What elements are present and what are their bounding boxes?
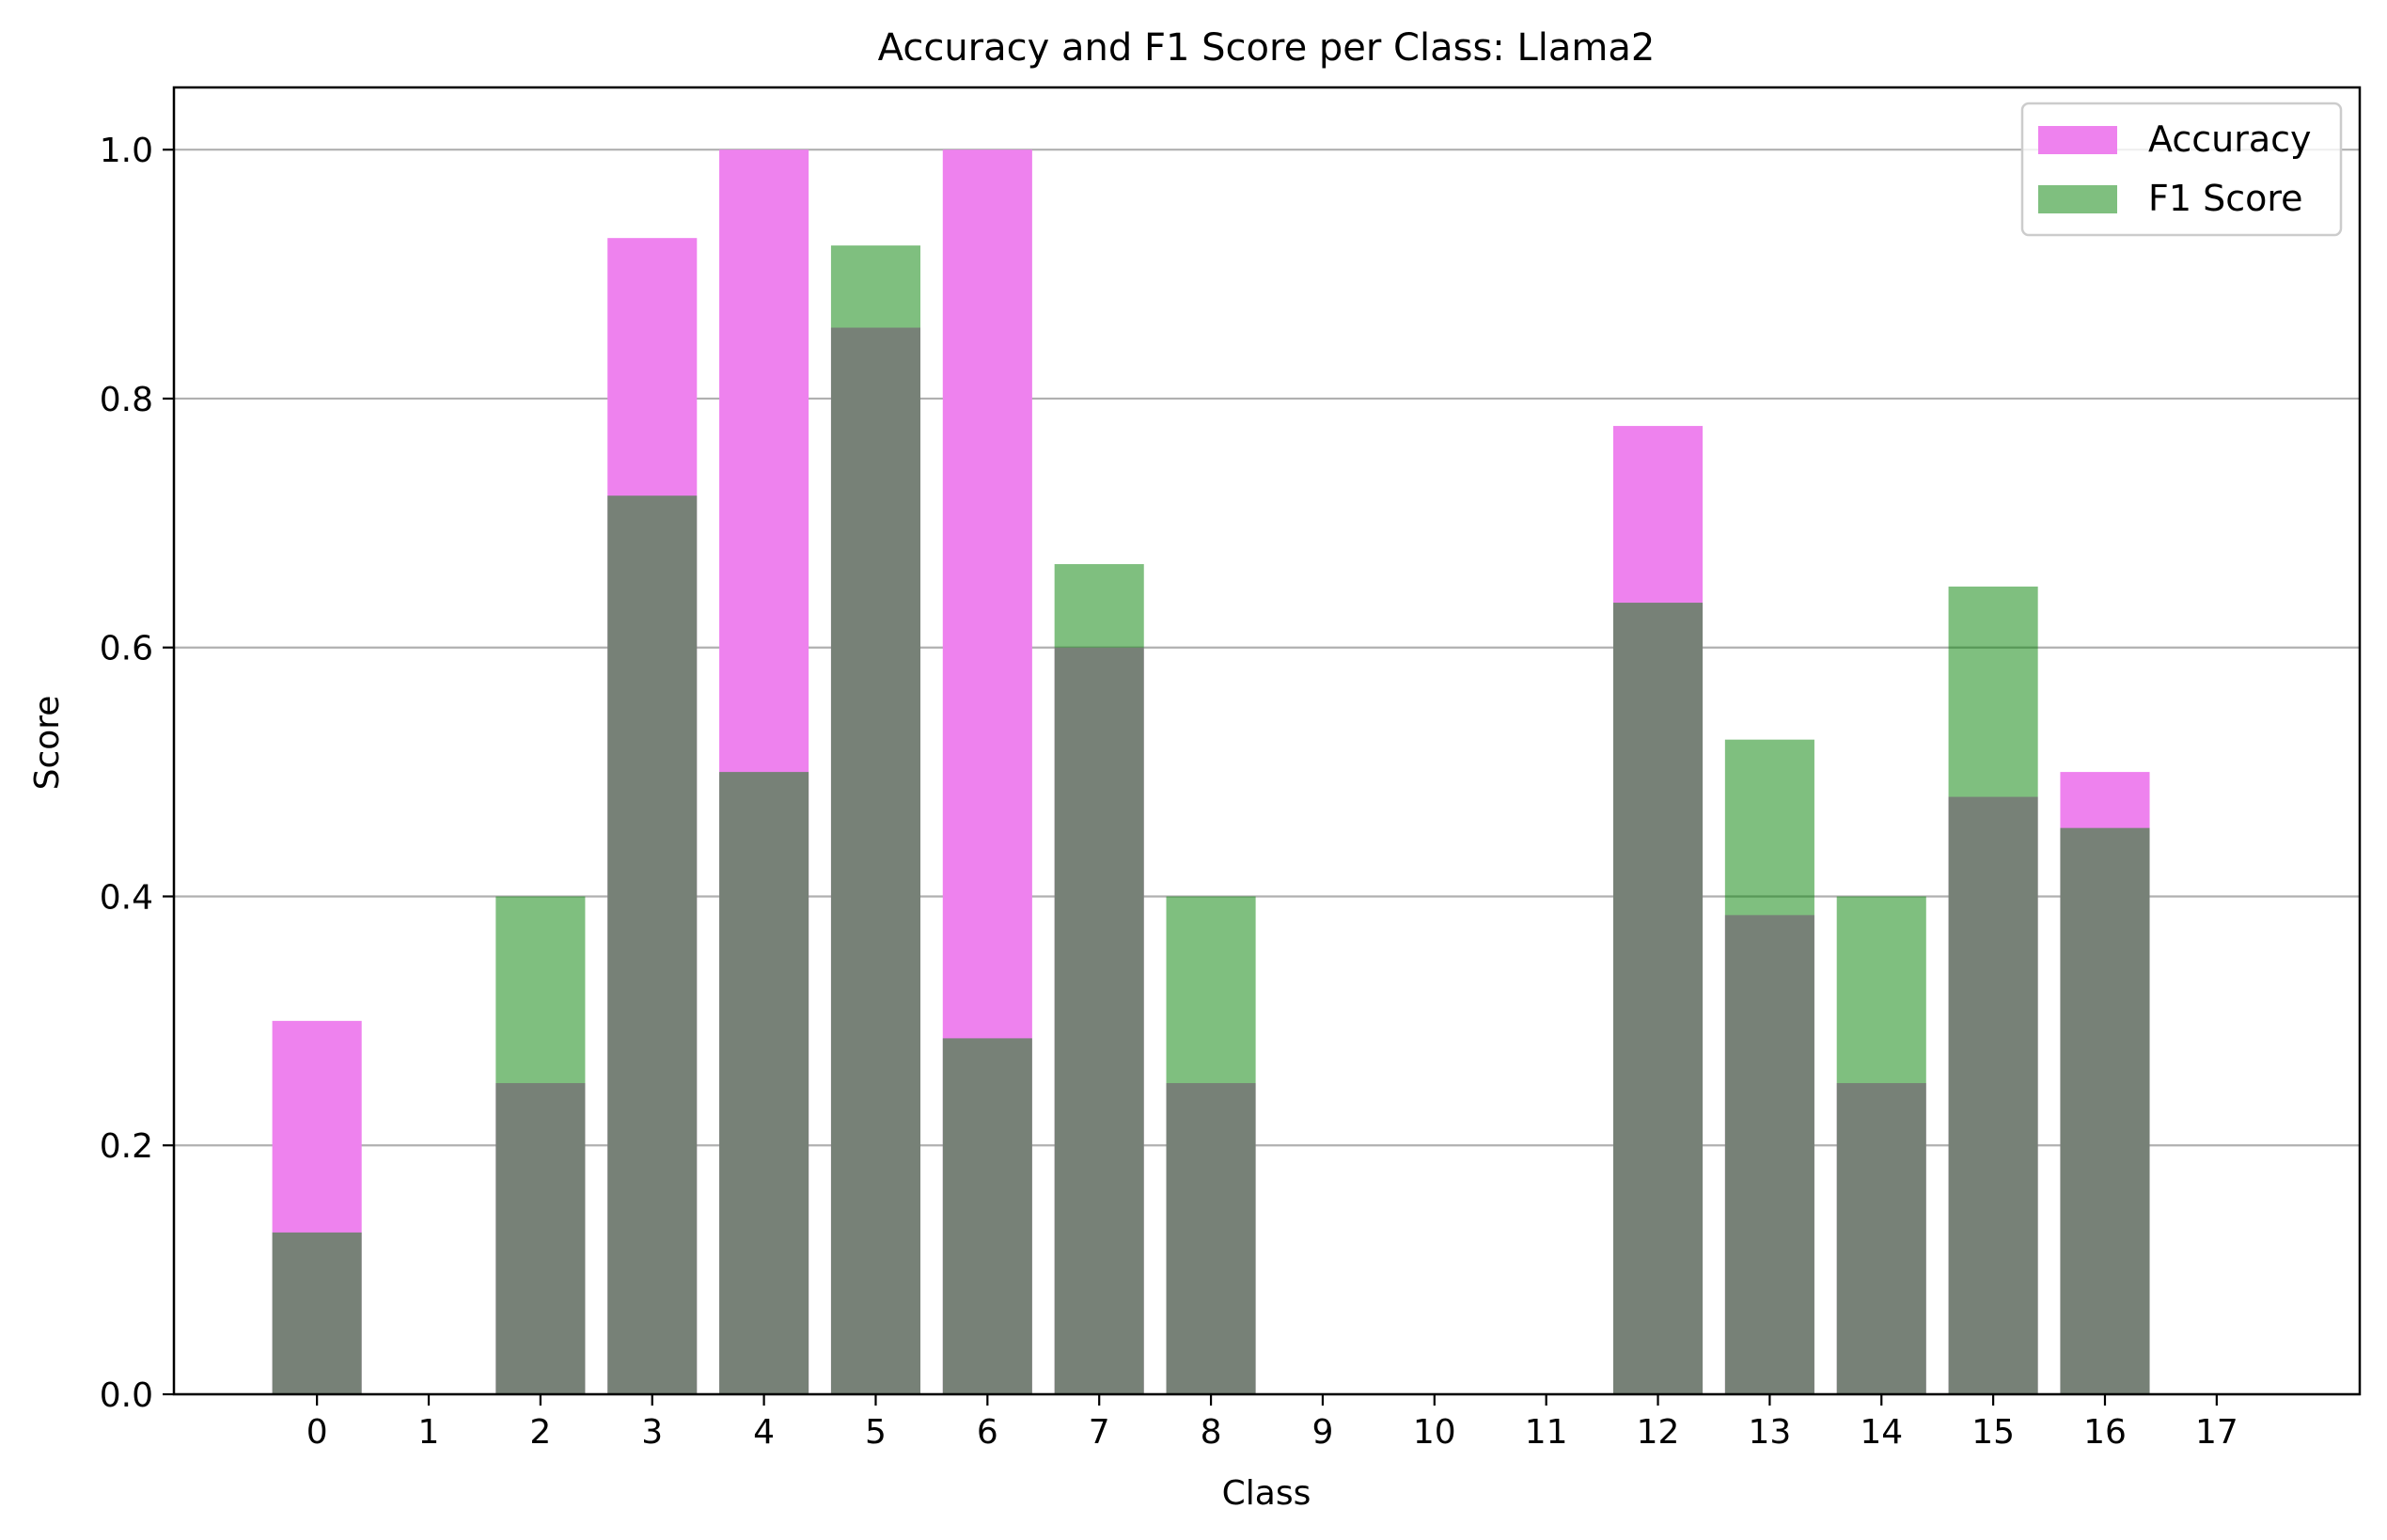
bar-f1-score-class-0	[272, 1232, 362, 1394]
x-tick-label: 4	[753, 1413, 775, 1452]
bar-f1-score-class-15	[1948, 586, 2038, 1394]
x-tick-label: 2	[529, 1413, 551, 1452]
x-tick-label: 11	[1525, 1413, 1568, 1452]
x-tick-label: 14	[1860, 1413, 1903, 1452]
legend: Accuracy F1 Score	[2020, 102, 2343, 237]
legend-swatch-f1-score	[2038, 185, 2117, 213]
bar-f1-score-class-3	[607, 495, 698, 1394]
x-tick-label: 15	[1971, 1413, 2015, 1452]
y-tick-label: 1.0	[100, 132, 153, 170]
x-axis-label: Class	[1222, 1474, 1311, 1513]
bars	[272, 149, 2150, 1395]
x-tick-label: 7	[1089, 1413, 1110, 1452]
axis-ticks: 0.00.20.40.60.81.00 1 2 3 4 5 6 7 8 9 10 11 12 13 14 15…	[100, 132, 2238, 1452]
bar-f1-score-class-16	[2060, 827, 2150, 1394]
y-tick-label: 0.8	[100, 381, 153, 419]
bar-f1-score-class-2	[495, 896, 586, 1394]
x-tick-label: 0	[306, 1413, 328, 1452]
x-tick-label: 13	[1748, 1413, 1791, 1452]
x-tick-label: 12	[1637, 1413, 1680, 1452]
bar-f1-score-class-12	[1612, 603, 1704, 1394]
bar-f1-score-class-8	[1166, 896, 1256, 1394]
y-axis-label: Score	[28, 696, 67, 791]
bar-f1-score-class-13	[1724, 739, 1814, 1394]
plot-frame	[172, 86, 2362, 1396]
x-tick-label: 9	[1311, 1413, 1333, 1452]
bar-f1-score-class-6	[942, 1038, 1032, 1394]
bar-f1-score-class-7	[1054, 564, 1144, 1394]
y-tick-label: 0.6	[100, 630, 153, 668]
legend-label-f1-score: F1 Score	[2148, 178, 2303, 219]
y-tick-label: 0.2	[100, 1127, 153, 1166]
bar-f1-score-class-4	[719, 772, 809, 1394]
legend-swatch-accuracy	[2038, 126, 2117, 154]
x-tick-label: 8	[1201, 1413, 1222, 1452]
y-tick-label: 0.4	[100, 878, 153, 917]
x-tick-label: 6	[977, 1413, 998, 1452]
bar-f1-score-class-5	[830, 245, 921, 1395]
legend-label-accuracy: Accuracy	[2148, 118, 2312, 160]
x-tick-label: 1	[418, 1413, 440, 1452]
chart-title: Accuracy and F1 Score per Class: Llama2	[878, 26, 1656, 70]
x-tick-label: 5	[865, 1413, 887, 1452]
x-tick-label: 10	[1413, 1413, 1456, 1452]
bar-f1-score-class-14	[1836, 896, 1926, 1394]
x-tick-label: 17	[2195, 1413, 2238, 1452]
y-tick-label: 0.0	[100, 1376, 153, 1415]
x-tick-label: 3	[641, 1413, 663, 1452]
x-tick-label: 16	[2083, 1413, 2127, 1452]
